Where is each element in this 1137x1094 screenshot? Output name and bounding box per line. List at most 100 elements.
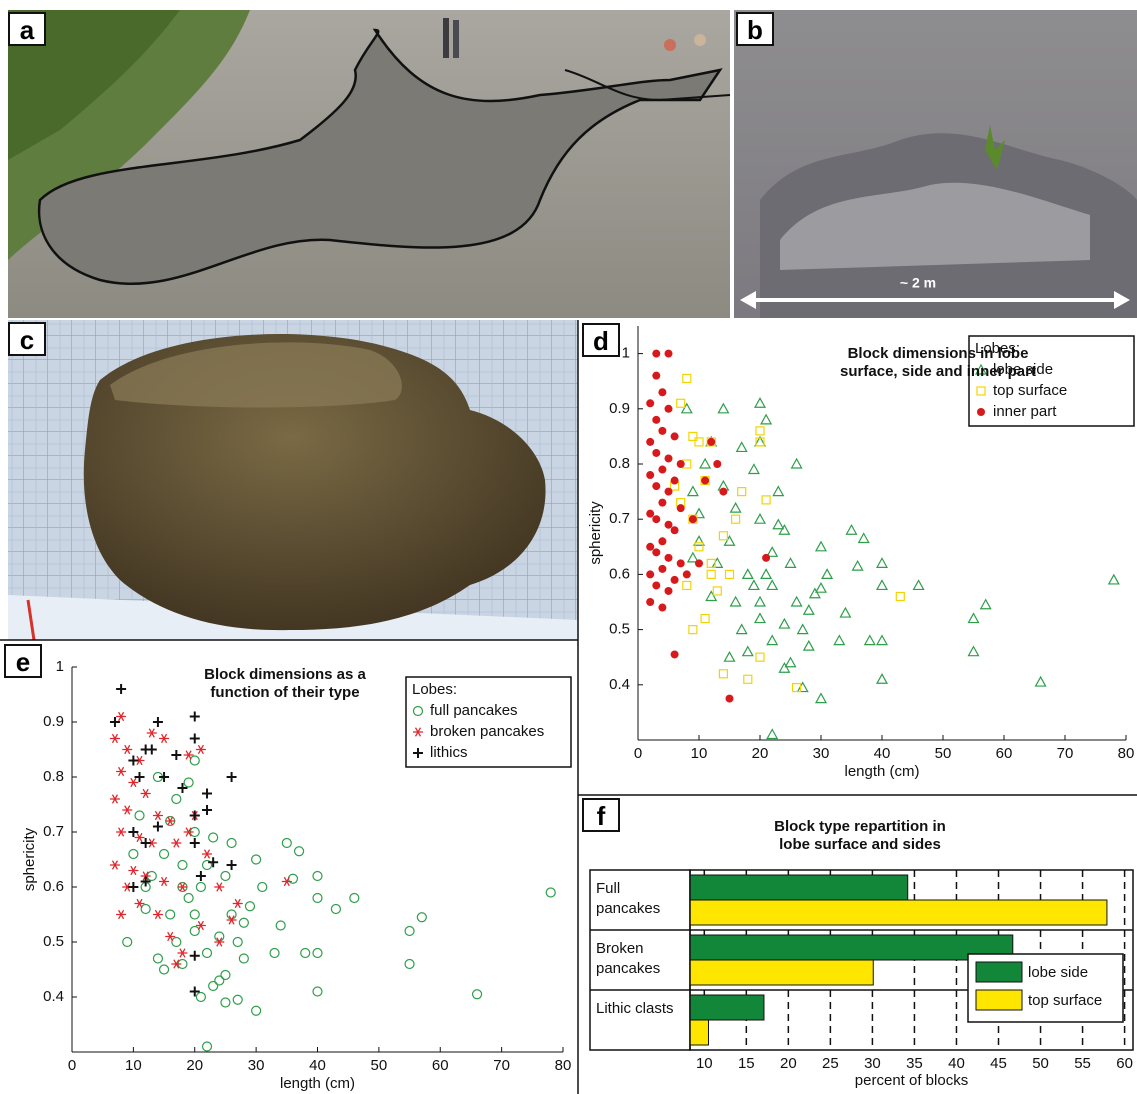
- data-point: [153, 910, 163, 919]
- figure: ~ 2 m 010203040506070800.40.50.60.70.80.…: [0, 0, 1137, 1094]
- x-tick-label: 40: [309, 1057, 326, 1074]
- data-point: [141, 905, 150, 914]
- x-tick-label: 0: [634, 745, 642, 762]
- data-point: [313, 894, 322, 903]
- x-tick-label: 10: [691, 745, 708, 762]
- figure-canvas: ~ 2 m 010203040506070800.40.50.60.70.80.…: [0, 0, 1137, 1094]
- data-point: [719, 532, 727, 540]
- x-axis-label: percent of blocks: [855, 1072, 968, 1089]
- data-point: [646, 570, 654, 578]
- x-tick-label: 10: [696, 1055, 713, 1072]
- x-tick-label: 40: [948, 1055, 965, 1072]
- data-point: [203, 1042, 212, 1051]
- data-point: [196, 745, 206, 754]
- data-point: [153, 822, 163, 832]
- data-point: [688, 487, 698, 496]
- bar: [690, 875, 908, 900]
- data-point: [816, 542, 826, 551]
- data-point: [153, 811, 163, 820]
- data-point: [184, 894, 193, 903]
- data-point: [822, 569, 832, 578]
- data-point: [677, 460, 685, 468]
- data-point: [877, 636, 887, 645]
- y-tick-label: 0.5: [43, 933, 64, 950]
- data-point: [969, 647, 979, 656]
- data-point: [129, 850, 138, 859]
- data-point: [177, 783, 187, 793]
- data-point: [652, 482, 660, 490]
- x-tick-label: 80: [555, 1057, 572, 1074]
- data-point: [865, 636, 875, 645]
- data-point: [652, 515, 660, 523]
- data-point: [671, 432, 679, 440]
- data-point: [1109, 575, 1119, 584]
- data-point: [276, 921, 285, 930]
- data-point: [417, 913, 426, 922]
- x-tick-label: 15: [738, 1055, 755, 1072]
- data-point: [165, 932, 175, 941]
- data-point: [689, 626, 697, 634]
- data-point: [671, 526, 679, 534]
- data-point: [743, 647, 753, 656]
- data-point: [719, 488, 727, 496]
- data-point: [135, 811, 144, 820]
- data-point: [546, 888, 555, 897]
- data-point: [331, 905, 340, 914]
- data-point: [202, 850, 212, 859]
- scale-annotation: ~ 2 m: [900, 275, 936, 291]
- data-point: [683, 374, 691, 382]
- y-axis-label: sphericity: [21, 827, 38, 891]
- y-tick-label: 0.8: [609, 455, 630, 472]
- legend-label: lithics: [430, 744, 468, 761]
- data-point: [221, 971, 230, 980]
- data-point: [196, 921, 206, 930]
- bar: [690, 995, 764, 1020]
- photo-a: [8, 10, 730, 318]
- data-point: [756, 653, 764, 661]
- data-point: [172, 795, 181, 804]
- data-point: [682, 404, 692, 413]
- y-tick-label: 1: [56, 658, 64, 675]
- data-point: [190, 712, 200, 722]
- x-tick-label: 0: [68, 1057, 76, 1074]
- data-point: [652, 581, 660, 589]
- category-label: Full pancakes: [596, 879, 686, 919]
- data-point: [221, 872, 230, 881]
- data-point: [652, 416, 660, 424]
- data-point: [160, 850, 169, 859]
- data-point: [652, 372, 660, 380]
- data-point: [701, 477, 709, 485]
- data-point: [153, 954, 162, 963]
- x-tick-label: 25: [822, 1055, 839, 1072]
- legend-marker: [977, 408, 985, 416]
- data-point: [767, 729, 777, 738]
- data-point: [190, 811, 200, 821]
- data-point: [816, 694, 826, 703]
- data-point: [713, 460, 721, 468]
- panel-label: a: [8, 12, 46, 46]
- x-tick-label: 50: [935, 745, 952, 762]
- y-tick-label: 0.4: [609, 676, 630, 693]
- data-point: [726, 570, 734, 578]
- data-point: [313, 872, 322, 881]
- data-point: [671, 576, 679, 584]
- data-point: [914, 580, 924, 589]
- x-tick-label: 50: [371, 1057, 388, 1074]
- data-point: [646, 510, 654, 518]
- data-point: [116, 684, 126, 694]
- data-point: [196, 993, 205, 1002]
- data-point: [178, 861, 187, 870]
- data-point: [646, 471, 654, 479]
- y-tick-label: 1: [622, 345, 630, 362]
- data-point: [896, 592, 904, 600]
- data-point: [834, 636, 844, 645]
- data-point: [252, 1006, 261, 1015]
- chart-title: Block dimensions as a function of their …: [180, 666, 390, 702]
- data-point: [190, 987, 200, 997]
- data-point: [227, 772, 237, 782]
- data-point: [122, 806, 132, 815]
- x-tick-label: 10: [125, 1057, 142, 1074]
- data-point: [877, 580, 887, 589]
- data-point: [762, 554, 770, 562]
- y-tick-label: 0.7: [609, 510, 630, 527]
